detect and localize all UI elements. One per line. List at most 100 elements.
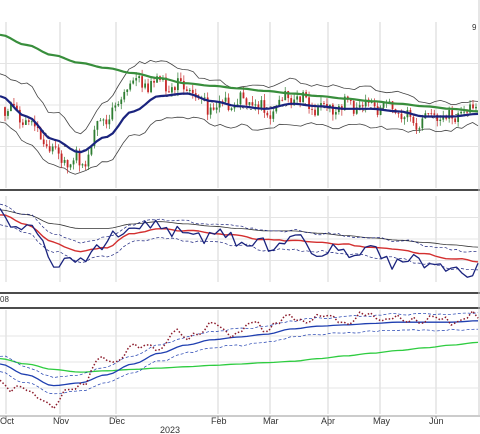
candle-body <box>275 105 278 112</box>
x-axis: Oct Nov Dec Feb Mar Apr May Jun <box>0 416 444 426</box>
candle-body <box>105 119 108 125</box>
candle-body <box>364 99 367 107</box>
bottom-corner-label: 08 <box>0 295 9 304</box>
candle-body <box>278 99 281 106</box>
candle-body <box>272 111 275 119</box>
candle-body <box>260 100 263 109</box>
candle-body <box>78 152 81 166</box>
bottom-blue-line <box>0 320 479 387</box>
candle-body <box>221 101 224 103</box>
bollinger-lower <box>0 116 479 175</box>
candle-body <box>332 104 334 115</box>
candle-body <box>430 113 433 115</box>
candle-body <box>334 112 337 115</box>
candle-body <box>463 111 465 113</box>
candle-body <box>308 97 310 109</box>
candle-body <box>224 97 227 102</box>
candle-body <box>233 106 236 109</box>
candle-body <box>355 107 358 114</box>
indicator-panel <box>0 203 479 278</box>
candle-body <box>388 101 391 103</box>
candle-body <box>182 80 185 90</box>
candle-body <box>165 77 167 92</box>
x-tick-label: Jun <box>429 416 444 426</box>
candle-body <box>176 78 179 91</box>
candle-body <box>433 113 436 115</box>
candle-body <box>126 89 129 92</box>
long-moving-average <box>0 33 479 113</box>
candle-body <box>51 146 54 152</box>
candle-body <box>266 112 269 116</box>
candle-body <box>209 107 212 115</box>
candle-body <box>343 96 346 110</box>
x-tick-label: May <box>373 416 391 426</box>
candle-body <box>114 105 117 108</box>
candle-body <box>251 102 254 106</box>
candle-body <box>75 152 78 161</box>
grid <box>0 22 478 414</box>
candle-body <box>311 108 313 110</box>
middle-black-line <box>0 209 479 248</box>
candle-body <box>36 126 39 128</box>
x-tick-label: Dec <box>109 416 126 426</box>
candle-body <box>397 112 400 114</box>
price-panel <box>0 33 479 175</box>
candle-body <box>60 153 63 163</box>
candle-body <box>257 104 260 109</box>
candle-body <box>66 160 69 168</box>
panel-frames <box>0 0 480 417</box>
candle-body <box>48 146 51 152</box>
candle-body <box>284 91 287 101</box>
candle-body <box>239 92 242 105</box>
candle-body <box>153 81 155 83</box>
candle-body <box>138 76 141 79</box>
candle-body <box>96 121 99 130</box>
candle-body <box>188 89 191 92</box>
bottom-indicator-panel <box>0 310 479 410</box>
x-tick-label: Mar <box>263 416 279 426</box>
candle-body <box>174 87 176 91</box>
candle-body <box>466 111 468 113</box>
candle-body <box>439 119 442 121</box>
candle-body <box>382 102 385 108</box>
candle-body <box>123 91 126 100</box>
candle-body <box>352 100 355 114</box>
candle-body <box>263 100 266 113</box>
candle-body <box>57 147 60 154</box>
candle-body <box>361 105 364 107</box>
candle-body <box>281 99 284 101</box>
candle-body <box>54 146 57 148</box>
candle-body <box>293 99 296 106</box>
candle-body <box>102 119 105 121</box>
candle-body <box>376 106 379 115</box>
candle-body <box>472 104 474 109</box>
candle-body <box>33 121 36 127</box>
candle-body <box>329 104 331 107</box>
candle-body <box>254 104 257 106</box>
bottom-green-line <box>0 341 479 373</box>
middle-lower-band <box>0 224 479 271</box>
candle-body <box>427 113 430 115</box>
candle-body <box>436 114 439 121</box>
candle-body <box>129 83 132 90</box>
candle-body <box>442 115 445 120</box>
candle-body <box>16 105 18 110</box>
candle-body <box>469 104 471 113</box>
year-label: 2023 <box>160 425 180 434</box>
bottom-dotted-line <box>0 310 479 410</box>
candle-body <box>150 81 152 93</box>
candle-body <box>379 107 382 115</box>
dashed-average <box>0 92 479 152</box>
candle-body <box>358 105 361 108</box>
candle-body <box>215 107 218 110</box>
bottom-upper-band <box>0 312 479 378</box>
candle-body <box>421 118 424 129</box>
bollinger-upper <box>0 60 479 135</box>
middle-blue-line <box>0 208 479 278</box>
candle-body <box>90 145 93 155</box>
candle-body <box>156 76 158 83</box>
candle-body <box>454 118 457 122</box>
candle-body <box>391 101 394 110</box>
middle-red-line <box>0 214 479 263</box>
